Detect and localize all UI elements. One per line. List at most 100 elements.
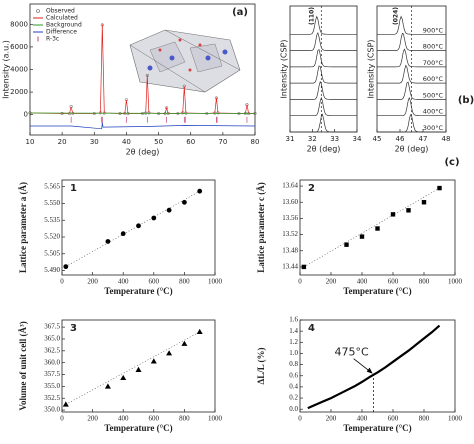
x-tick-label: 400 [357,278,368,286]
temperature-label: 900°C [423,26,444,34]
panel-label: (b) [458,95,474,106]
y-tick-label: 0.4 [289,383,298,391]
x-tick-label: 200 [326,415,337,423]
panel-label: 1 [70,183,77,194]
x-axis-label: Temperature (°C) [104,423,172,433]
x-tick-label: 1000 [208,415,223,423]
y-tick-label: 1.2 [289,338,298,346]
temperature-label: 300°C [423,124,444,132]
y-tick-label: 6000 [10,43,28,51]
y-tick-label: 1.4 [289,327,298,335]
y-tick-label: 8000 [10,20,28,28]
y-tick-label: 5.520 [44,233,60,241]
legend-label: Background [46,22,82,29]
legend-label: R-3c [46,36,59,43]
point [197,188,203,194]
diffraction-peak [377,81,446,100]
x-tick-label: 1000 [448,415,463,423]
legend-label: Calculated [46,15,78,22]
x-tick-label: 800 [179,278,190,286]
diffraction-peak [377,114,446,133]
point [166,207,172,213]
fit-line [65,190,200,267]
x-tick-label: 34 [353,135,362,143]
point [120,374,127,381]
temperature-label: 600°C [423,75,444,83]
x-tick-label: 45 [373,135,382,143]
legend-label: Difference [46,29,77,36]
x-tick-label: 800 [179,415,190,423]
y-tick-label: 5.505 [44,249,60,257]
point [196,328,203,335]
x-axis-label: 2θ (deg) [307,145,341,154]
x-tick-label: 32 [308,135,317,143]
y-tick-label: 13.60 [282,198,298,206]
x-tick-label: 60 [186,138,195,146]
y-tick-label: 0.6 [289,371,298,379]
point [390,212,396,217]
x-tick-label: 800 [419,415,430,423]
temperature-label: 700°C [423,59,444,67]
point [150,358,157,364]
y-axis-label: ΔL/L (%) [256,348,266,385]
y-tick-label: 13.44 [282,263,298,271]
x-axis-label: Temperature (°C) [104,286,172,296]
y-tick-label: 13.64 [282,182,298,190]
x-tick-label: 70 [218,138,227,146]
legend-symbol [36,9,40,13]
x-tick-label: 600 [388,415,399,423]
panel-label: (a) [232,7,248,18]
x-tick-label: 47 [419,135,428,143]
x-tick-label: 0 [60,415,64,423]
x-tick-label: 600 [388,278,399,286]
x-tick-label: 46 [396,135,405,143]
temperature-label: 800°C [423,43,444,51]
x-tick-label: 400 [118,278,129,286]
diffraction-peak [290,49,357,68]
diffraction-peak [377,64,446,84]
x-axis-label: 2θ (deg) [126,148,160,157]
peak-label: (110) [308,7,315,25]
series-line [29,112,256,114]
y-tick-label: 5.565 [44,182,60,190]
panel-label: 2 [308,183,315,194]
x-tick-label: 40 [122,138,131,146]
x-tick-label: 1000 [448,278,463,286]
y-axis-label: Intensity (CSP) [367,39,376,98]
diffraction-peak [377,48,446,68]
x-tick-label: 80 [251,138,260,146]
fit-line [303,187,440,268]
y-tick-label: 0 [24,111,28,119]
y-tick-label: 1.6 [289,316,298,324]
y-tick-label: 13.52 [282,230,298,238]
arrow-head [366,367,373,374]
y-tick-label: 355.0 [44,382,60,390]
y-tick-label: 350.0 [44,406,60,414]
y-tick-label: 0.2 [289,394,298,402]
panel-label: 4 [308,323,315,334]
y-tick-label: 2000 [10,88,28,96]
x-tick-label: 400 [357,415,368,423]
point [301,264,307,270]
x-tick-label: 0 [298,415,302,423]
x-tick-label: 50 [154,138,163,146]
temperature-label: 400°C [423,108,444,116]
x-tick-label: 33 [330,135,339,143]
y-tick-label: 352.5 [44,394,60,402]
y-axis-label: Intensity (a.u.) [2,40,11,99]
legend-label: Observed [46,8,75,15]
diffraction-peak [377,32,446,51]
panel-label: (c) [444,157,459,168]
y-tick-label: 367.5 [44,323,60,331]
y-tick-label: 365.0 [44,335,60,343]
point [136,223,141,229]
peak-label: (024) [393,7,400,25]
point [151,215,157,221]
point [437,185,442,191]
x-tick-label: 1000 [208,278,223,286]
y-tick-label: 0.8 [289,360,298,368]
diffraction-peak [290,96,357,117]
x-tick-label: 48 [442,135,451,143]
x-tick-label: 20 [58,138,67,146]
